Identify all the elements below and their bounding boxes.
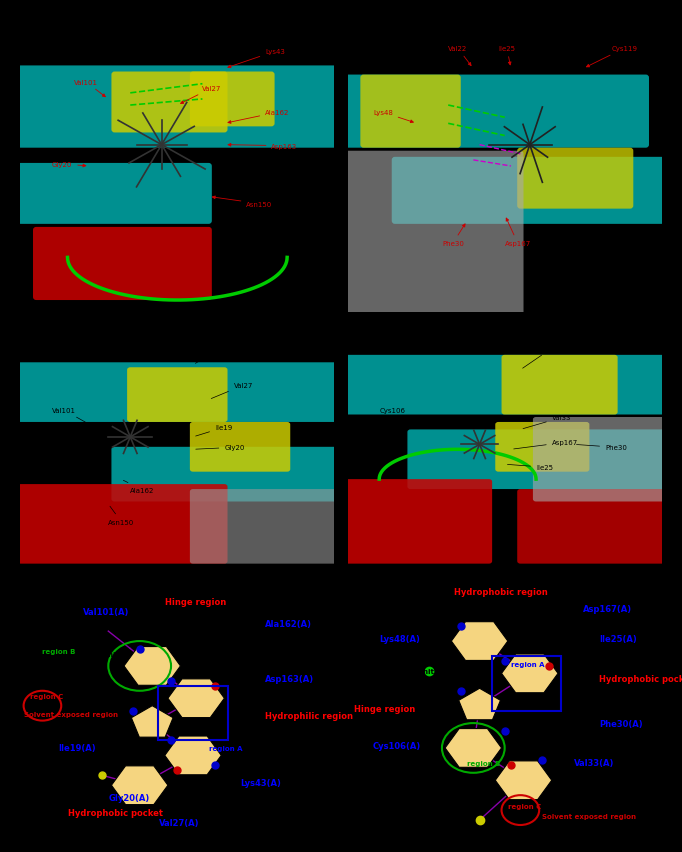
Text: Ile25: Ile25 bbox=[507, 464, 553, 470]
Text: Ile25: Ile25 bbox=[499, 46, 516, 66]
FancyBboxPatch shape bbox=[127, 368, 228, 423]
Text: Ile19(A): Ile19(A) bbox=[58, 744, 95, 752]
Text: Asp163(A): Asp163(A) bbox=[265, 674, 314, 683]
Text: Ala162: Ala162 bbox=[228, 110, 290, 124]
Text: A: A bbox=[27, 18, 38, 32]
Text: Hinge region: Hinge region bbox=[354, 704, 415, 713]
Polygon shape bbox=[165, 736, 221, 774]
Text: D: D bbox=[354, 333, 367, 348]
Text: F: F bbox=[354, 594, 364, 609]
FancyBboxPatch shape bbox=[17, 164, 212, 225]
Text: Val101: Val101 bbox=[52, 407, 87, 423]
Text: region B: region B bbox=[467, 761, 501, 767]
Text: Val33: Val33 bbox=[523, 415, 572, 429]
Text: Val22: Val22 bbox=[448, 46, 471, 66]
Polygon shape bbox=[495, 761, 552, 800]
Text: Ala162(A): Ala162(A) bbox=[265, 619, 312, 629]
Text: Lys48: Lys48 bbox=[373, 110, 413, 124]
Text: Asp167: Asp167 bbox=[505, 219, 531, 247]
Text: Phe30: Phe30 bbox=[442, 225, 465, 247]
Text: Gly20: Gly20 bbox=[52, 162, 86, 168]
Text: Asp163: Asp163 bbox=[228, 143, 297, 149]
Polygon shape bbox=[451, 622, 508, 660]
Text: Lys43(A): Lys43(A) bbox=[240, 779, 281, 787]
Text: Val33(A): Val33(A) bbox=[574, 758, 614, 768]
Text: Ala162: Ala162 bbox=[123, 481, 155, 493]
Text: Hydrophobic pocket: Hydrophobic pocket bbox=[599, 674, 682, 683]
Text: Hydrophobic pocket: Hydrophobic pocket bbox=[68, 808, 162, 817]
Text: Hydrophobic region: Hydrophobic region bbox=[454, 587, 548, 596]
Text: Val27: Val27 bbox=[181, 86, 222, 104]
Text: Asp167(A): Asp167(A) bbox=[583, 605, 632, 613]
FancyBboxPatch shape bbox=[17, 363, 338, 423]
FancyBboxPatch shape bbox=[344, 355, 665, 415]
Text: Val27: Val27 bbox=[211, 383, 253, 399]
Polygon shape bbox=[111, 766, 168, 804]
Text: Solvent exposed region: Solvent exposed region bbox=[24, 711, 117, 717]
FancyBboxPatch shape bbox=[190, 490, 338, 564]
FancyBboxPatch shape bbox=[17, 66, 338, 148]
FancyBboxPatch shape bbox=[533, 417, 665, 502]
FancyBboxPatch shape bbox=[190, 423, 291, 472]
Polygon shape bbox=[132, 705, 173, 737]
Text: Ile25(A): Ile25(A) bbox=[599, 635, 636, 643]
Text: C: C bbox=[27, 333, 38, 348]
Text: Val101(A): Val101(A) bbox=[83, 607, 130, 616]
Text: Lys48: Lys48 bbox=[522, 345, 562, 369]
Text: region B: region B bbox=[42, 648, 76, 654]
Text: region C: region C bbox=[30, 694, 63, 699]
Polygon shape bbox=[459, 688, 501, 720]
FancyBboxPatch shape bbox=[391, 158, 665, 225]
Text: region A: region A bbox=[511, 661, 544, 667]
Text: Asn150: Asn150 bbox=[108, 507, 134, 525]
FancyBboxPatch shape bbox=[344, 76, 649, 148]
FancyBboxPatch shape bbox=[344, 152, 524, 316]
Text: hit B: hit B bbox=[423, 669, 442, 675]
Text: E: E bbox=[27, 594, 37, 609]
FancyBboxPatch shape bbox=[33, 227, 212, 301]
Text: Cys106(A): Cys106(A) bbox=[373, 741, 421, 750]
Text: Ile19: Ile19 bbox=[196, 425, 232, 436]
Polygon shape bbox=[501, 654, 558, 693]
Text: Val27(A): Val27(A) bbox=[158, 818, 199, 827]
FancyBboxPatch shape bbox=[407, 430, 665, 490]
Polygon shape bbox=[124, 647, 181, 686]
FancyBboxPatch shape bbox=[111, 72, 228, 133]
Text: Cys106: Cys106 bbox=[379, 407, 415, 423]
Text: B: B bbox=[354, 18, 366, 32]
FancyBboxPatch shape bbox=[111, 447, 338, 502]
Text: Val101: Val101 bbox=[74, 79, 105, 98]
Text: Cys119: Cys119 bbox=[587, 46, 638, 68]
FancyBboxPatch shape bbox=[517, 148, 634, 210]
Text: hit B: hit B bbox=[108, 651, 127, 657]
Bar bbox=[492, 656, 561, 711]
Polygon shape bbox=[168, 679, 224, 717]
Text: Lys43: Lys43 bbox=[195, 343, 235, 364]
FancyBboxPatch shape bbox=[17, 485, 228, 564]
Text: Lys43: Lys43 bbox=[228, 49, 285, 69]
Text: Hinge region: Hinge region bbox=[165, 597, 226, 606]
FancyBboxPatch shape bbox=[517, 490, 665, 564]
FancyBboxPatch shape bbox=[190, 72, 275, 127]
FancyBboxPatch shape bbox=[344, 480, 492, 564]
Text: Gly20(A): Gly20(A) bbox=[108, 793, 149, 803]
Text: Gly20: Gly20 bbox=[196, 445, 245, 451]
Bar bbox=[158, 686, 228, 740]
Text: Lys48(A): Lys48(A) bbox=[379, 635, 420, 643]
Text: Phe30(A): Phe30(A) bbox=[599, 719, 642, 728]
Text: Asn150: Asn150 bbox=[212, 197, 273, 207]
FancyBboxPatch shape bbox=[501, 355, 618, 415]
Text: Solvent exposed region: Solvent exposed region bbox=[542, 813, 636, 819]
Text: Asp167: Asp167 bbox=[514, 440, 578, 449]
Text: Phe30: Phe30 bbox=[576, 445, 627, 451]
Text: Hydrophilic region: Hydrophilic region bbox=[265, 711, 353, 720]
Text: region A: region A bbox=[209, 746, 242, 751]
FancyBboxPatch shape bbox=[495, 423, 589, 472]
Text: region C: region C bbox=[508, 803, 541, 809]
FancyBboxPatch shape bbox=[360, 76, 461, 148]
Polygon shape bbox=[445, 728, 501, 768]
